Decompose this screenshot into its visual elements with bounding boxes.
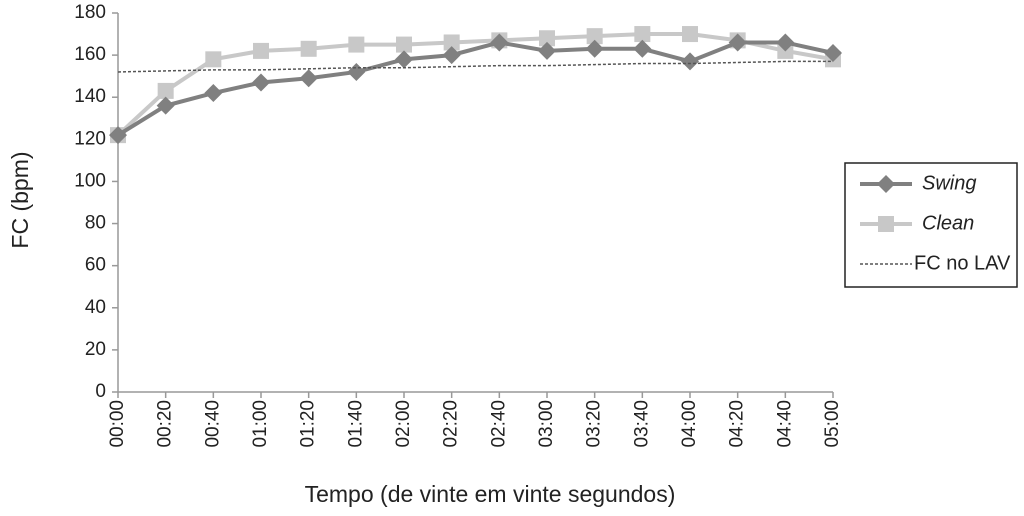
y-tick-label: 180 — [74, 2, 106, 23]
point — [443, 34, 460, 51]
point — [682, 26, 698, 43]
x-tick-label: 03:40 — [631, 400, 652, 448]
point — [586, 28, 603, 45]
x-tick-label: 01:40 — [345, 400, 366, 448]
y-tick-label: 80 — [85, 213, 106, 234]
legend-marker — [877, 175, 895, 193]
legend-label: FC no LAV — [914, 252, 1011, 274]
x-tick-label: 05:00 — [822, 400, 843, 448]
point — [252, 73, 270, 92]
legend-item: Swing — [860, 172, 976, 194]
legend-item: FC no LAV — [860, 252, 1011, 274]
series-line — [116, 32, 834, 137]
y-tick-label: 100 — [74, 170, 106, 191]
x-tick-label: 03:00 — [536, 400, 557, 448]
point — [204, 84, 223, 103]
y-tick-label: 20 — [85, 339, 106, 360]
point — [633, 39, 652, 58]
point — [205, 51, 222, 68]
x-tick-label: 00:00 — [107, 400, 128, 448]
series-line — [116, 40, 834, 137]
point — [299, 69, 318, 88]
x-tick-label: 01:20 — [298, 400, 319, 448]
x-tick-label: 02:40 — [488, 400, 509, 448]
point — [395, 50, 413, 69]
legend-item: Clean — [860, 212, 974, 234]
x-axis-title: Tempo (de vinte em vinte segundos) — [305, 481, 676, 507]
point — [824, 44, 842, 63]
legend-marker — [878, 216, 894, 232]
point — [157, 82, 174, 99]
x-tick-label: 04:40 — [774, 400, 795, 448]
x-tick-label: 00:40 — [202, 400, 223, 448]
point — [300, 40, 317, 57]
x-tick-label: 03:20 — [584, 400, 605, 448]
point — [634, 26, 651, 43]
point — [253, 42, 269, 59]
x-tick-label: 04:00 — [679, 400, 700, 448]
point — [585, 39, 604, 58]
y-tick-label: 40 — [85, 297, 106, 318]
point — [539, 30, 555, 47]
x-tick-label: 00:20 — [155, 400, 176, 448]
point — [538, 41, 556, 60]
point — [681, 52, 699, 71]
x-tick-label: 02:00 — [393, 400, 414, 448]
point — [442, 46, 461, 65]
y-tick-label: 120 — [74, 128, 106, 149]
y-tick-label: 160 — [74, 44, 106, 65]
y-tick-label: 60 — [85, 255, 106, 276]
point — [348, 36, 365, 53]
legend-label: Clean — [922, 212, 974, 234]
x-tick-label: 04:20 — [727, 400, 748, 448]
series-line — [117, 60, 833, 73]
y-axis-title: FC (bpm) — [7, 151, 33, 248]
y-tick-label: 140 — [74, 86, 106, 107]
x-tick-label: 01:00 — [250, 400, 271, 448]
x-tick-label: 02:20 — [441, 400, 462, 448]
point — [490, 33, 509, 52]
point — [776, 33, 795, 52]
y-tick-label: 0 — [95, 381, 106, 402]
point — [728, 33, 747, 52]
point — [396, 36, 412, 53]
point — [156, 96, 175, 115]
point — [109, 126, 127, 145]
legend-label: Swing — [922, 172, 976, 194]
point — [347, 62, 366, 81]
